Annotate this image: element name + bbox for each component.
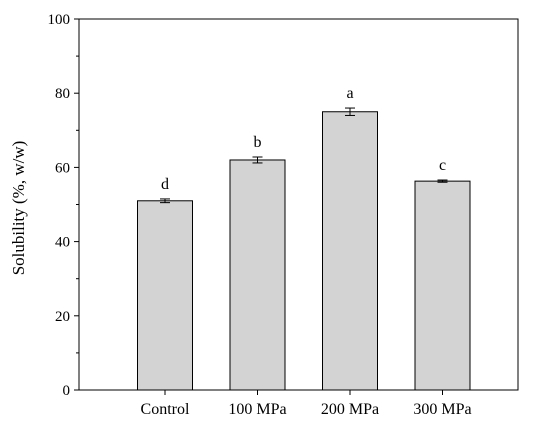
significance-label-2: b <box>254 134 262 151</box>
y-tick-label-60: 60 <box>55 160 70 176</box>
significance-label-1: d <box>161 176 169 193</box>
bar-1 <box>137 200 193 391</box>
plot-area: 0 20 40 60 80 100 d Control b 100 MPa a 200 MPa c 300… <box>48 12 519 418</box>
bar-2 <box>229 159 286 391</box>
y-tick-label-80: 80 <box>55 86 70 102</box>
y-tick-label-0: 0 <box>63 383 71 399</box>
bar-3 <box>322 111 378 391</box>
x-tick-label-2: 100 MPa <box>228 401 286 418</box>
bar-4 <box>414 180 471 391</box>
x-tick-label-3: 200 MPa <box>321 401 379 418</box>
x-tick-label-1: Control <box>141 401 190 418</box>
y-axis-title: Solubility (%, w/w) <box>9 141 28 276</box>
y-tick-label-20: 20 <box>55 309 70 325</box>
significance-label-4: c <box>439 157 446 174</box>
significance-label-3: a <box>346 85 353 102</box>
y-tick-label-100: 100 <box>48 12 71 28</box>
y-tick-label-40: 40 <box>55 235 70 251</box>
x-tick-label-4: 300 MPa <box>413 401 471 418</box>
